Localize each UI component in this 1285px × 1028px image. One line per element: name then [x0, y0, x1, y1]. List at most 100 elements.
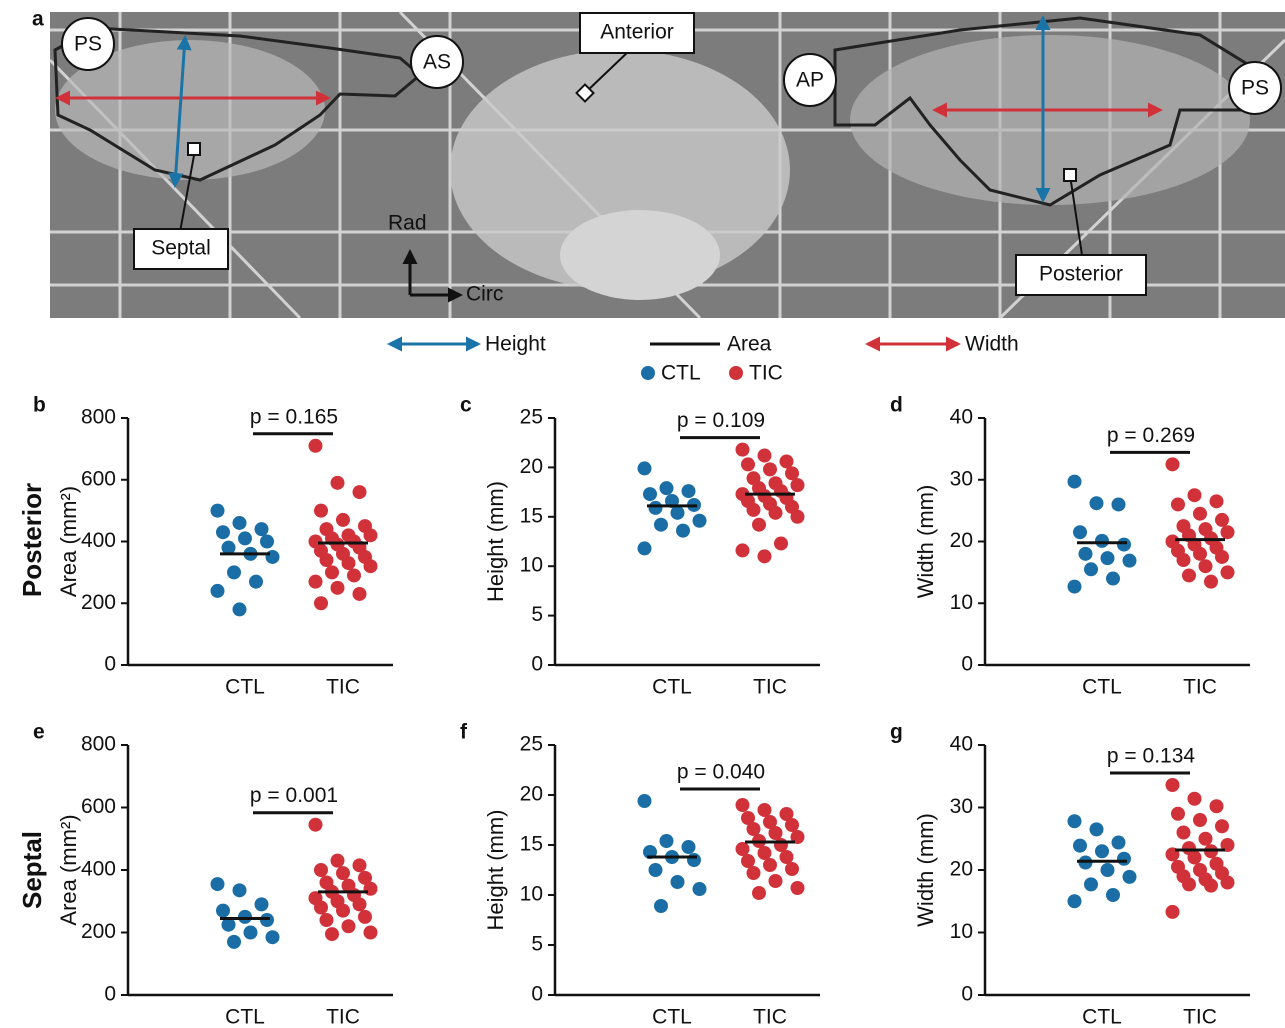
data-point: [1171, 806, 1185, 821]
data-point: [1198, 831, 1213, 846]
data-point: [325, 927, 339, 942]
data-point: [785, 818, 799, 832]
data-point: [1220, 565, 1235, 580]
y-tick-label: 15: [520, 504, 543, 527]
data-point: [363, 528, 378, 543]
data-point: [1193, 813, 1207, 827]
data-point: [790, 478, 805, 493]
y-axis-label: Width (mm): [913, 813, 938, 927]
data-point: [216, 525, 230, 540]
data-point: [1067, 814, 1082, 829]
data-point: [763, 462, 777, 477]
data-point: [227, 565, 241, 580]
data-point: [254, 522, 269, 537]
x-tick-label: CTL: [652, 1006, 692, 1028]
data-point: [768, 505, 783, 520]
x-tick-label: CTL: [225, 1006, 265, 1028]
callout: Anterior: [600, 21, 674, 44]
data-point: [1100, 551, 1115, 566]
data-point: [1220, 875, 1235, 890]
y-tick-label: 25: [520, 733, 543, 756]
y-tick-label: 200: [81, 591, 116, 614]
y-tick-label: 5: [531, 933, 543, 956]
data-point: [249, 574, 263, 589]
data-point: [757, 448, 772, 463]
p-value: p = 0.001: [250, 784, 338, 807]
data-point: [1215, 549, 1229, 564]
data-point: [319, 913, 334, 927]
data-point: [1220, 525, 1235, 540]
data-point: [1165, 904, 1180, 919]
data-point: [676, 523, 690, 538]
panel-label: b: [33, 394, 46, 417]
data-point: [232, 883, 247, 898]
y-tick-label: 20: [950, 529, 973, 552]
markers: [61, 17, 1282, 115]
data-point: [1165, 778, 1180, 792]
panel-label: c: [460, 394, 472, 417]
panel-label: g: [890, 721, 903, 744]
data-point: [1067, 894, 1082, 909]
y-tick-label: 0: [531, 653, 543, 676]
data-point: [1187, 850, 1202, 865]
data-point: [341, 919, 356, 934]
y-tick-label: 20: [950, 858, 973, 881]
data-point: [319, 553, 334, 568]
legend-marker: [641, 366, 655, 380]
data-point: [1106, 888, 1120, 902]
data-point: [785, 466, 799, 481]
data-point: [790, 881, 805, 895]
legend-label: TIC: [749, 362, 783, 385]
data-point: [358, 909, 372, 924]
row-label: Septal: [17, 831, 47, 909]
data-point: [1078, 546, 1093, 561]
data-point: [735, 798, 750, 812]
y-tick-label: 400: [81, 858, 116, 881]
data-point: [1182, 568, 1196, 583]
y-tick-label: 20: [520, 783, 543, 806]
data-point: [735, 543, 750, 558]
data-point: [347, 568, 361, 583]
y-tick-label: 10: [520, 554, 543, 577]
data-point: [243, 925, 258, 940]
data-point: [1198, 559, 1213, 574]
data-point: [314, 863, 328, 877]
data-point: [238, 909, 252, 924]
data-point: [336, 512, 350, 527]
y-tick-label: 10: [950, 591, 973, 614]
data-point: [265, 930, 280, 945]
y-tick-label: 0: [961, 653, 973, 676]
x-tick-label: CTL: [1082, 1006, 1122, 1028]
data-point: [210, 583, 225, 598]
data-point: [768, 874, 783, 888]
x-tick-label: TIC: [326, 676, 360, 699]
marker-label: AS: [423, 51, 451, 74]
p-value: p = 0.269: [1107, 424, 1195, 447]
data-point: [1117, 851, 1131, 866]
data-point: [1111, 835, 1126, 850]
data-point: [1106, 571, 1120, 586]
y-axis-label: Area (mm²): [56, 814, 81, 925]
data-point: [648, 863, 663, 877]
data-point: [681, 840, 696, 854]
data-point: [352, 858, 367, 873]
data-point: [654, 899, 668, 913]
callout: Posterior: [1039, 263, 1123, 286]
data-point: [314, 900, 328, 915]
data-point: [314, 596, 328, 611]
legend-label: Height: [485, 333, 546, 356]
data-point: [774, 536, 788, 551]
data-point: [785, 862, 799, 876]
y-axis-label: Width (mm): [913, 485, 938, 599]
panel-label: e: [33, 721, 45, 744]
data-point: [659, 834, 674, 848]
data-point: [757, 846, 772, 860]
data-point: [741, 854, 755, 868]
data-point: [1176, 825, 1191, 840]
data-point: [643, 487, 657, 502]
data-point: [1089, 822, 1104, 837]
data-point: [1122, 553, 1137, 568]
marker-label: PS: [74, 33, 102, 56]
data-point: [1204, 574, 1218, 589]
